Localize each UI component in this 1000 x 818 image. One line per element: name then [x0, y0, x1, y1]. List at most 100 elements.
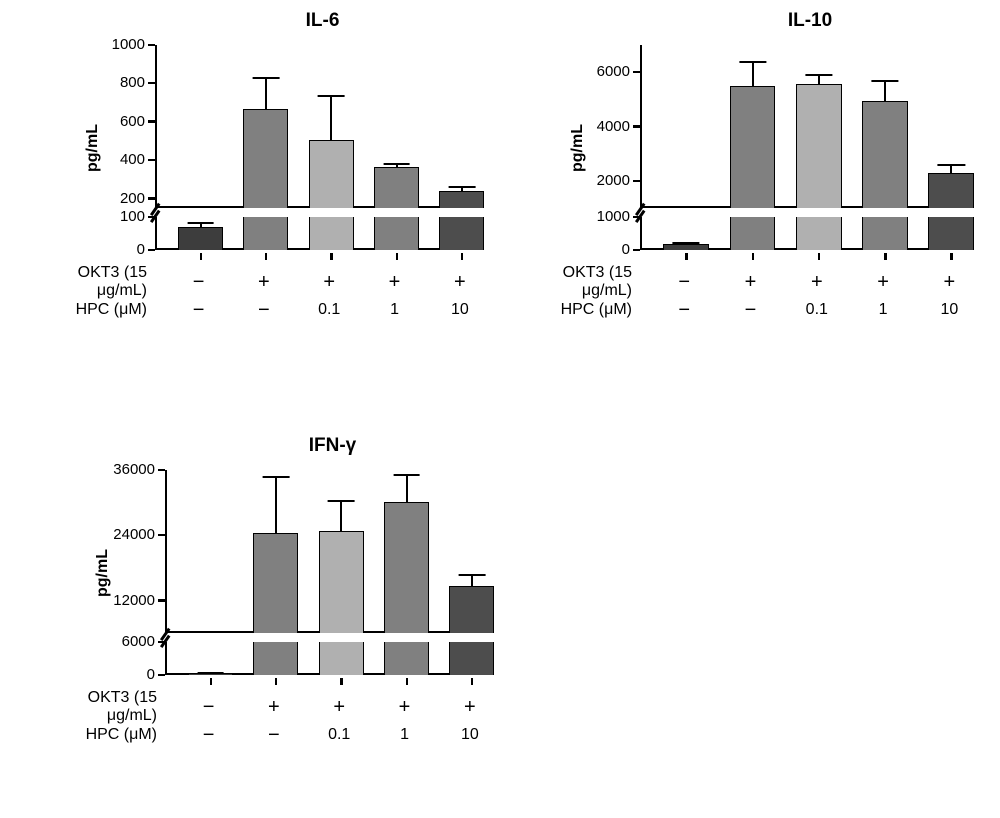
condition-cell: 1	[400, 726, 409, 744]
y-tick-label: 100	[120, 208, 145, 225]
condition-row: HPC (μM)−−0.1110	[40, 721, 500, 749]
y-tick	[148, 120, 155, 123]
x-tick	[818, 253, 821, 260]
bar	[439, 191, 484, 250]
y-tick-label: 24000	[113, 526, 155, 543]
error-bar-cap	[673, 242, 700, 244]
error-bar	[884, 80, 886, 101]
bar-break-mask	[729, 208, 777, 217]
chart-panel-il6: IL-6pg/mL01002004006008001000OKT3 (15 μg…	[40, 10, 490, 355]
condition-label: HPC (μM)	[520, 301, 632, 319]
condition-cell: −	[268, 724, 280, 747]
bar	[796, 84, 842, 250]
error-bar	[210, 672, 212, 673]
error-bar-cap	[872, 80, 899, 82]
condition-cell: +	[323, 271, 335, 294]
x-tick	[884, 253, 887, 260]
condition-cell: 10	[451, 301, 469, 319]
bar	[663, 244, 709, 250]
condition-cell: +	[811, 271, 823, 294]
condition-cell: 10	[461, 726, 479, 744]
condition-row: HPC (μM)−−0.1110	[520, 296, 980, 324]
figure-root: IL-6pg/mL01002004006008001000OKT3 (15 μg…	[0, 0, 1000, 818]
error-bar-cap	[448, 186, 475, 188]
error-bar	[752, 61, 754, 85]
y-tick-label: 2000	[597, 172, 630, 189]
condition-cell: +	[454, 271, 466, 294]
condition-label: HPC (μM)	[40, 726, 157, 744]
condition-cell: −	[745, 299, 757, 322]
error-bar-cap	[197, 672, 224, 674]
bar	[384, 502, 429, 675]
y-tick	[633, 125, 640, 128]
condition-table: OKT3 (15 μg/mL)−++++HPC (μM)−−0.1110	[40, 693, 500, 749]
condition-cell: −	[193, 271, 205, 294]
condition-cell: +	[745, 271, 757, 294]
condition-label: OKT3 (15 μg/mL)	[40, 264, 147, 300]
error-bar-cap	[805, 74, 832, 76]
bar	[374, 167, 419, 250]
y-tick-label: 36000	[113, 461, 155, 478]
condition-table: OKT3 (15 μg/mL)−++++HPC (μM)−−0.1110	[40, 268, 490, 324]
x-tick	[265, 253, 268, 260]
y-tick	[148, 159, 155, 162]
error-bar	[818, 74, 820, 84]
y-tick-label: 800	[120, 74, 145, 91]
y-tick-label: 6000	[597, 63, 630, 80]
y-tick	[158, 469, 165, 472]
bar-break-mask	[448, 633, 495, 642]
condition-cell: −	[203, 696, 215, 719]
bar-break-mask	[308, 208, 355, 217]
y-axis-label: pg/mL	[569, 124, 587, 172]
x-tick	[275, 678, 278, 685]
x-tick	[210, 678, 213, 685]
bar	[862, 101, 908, 250]
y-tick-label: 0	[137, 241, 145, 258]
y-tick	[148, 197, 155, 200]
error-bar	[330, 95, 332, 140]
error-bar	[685, 242, 687, 245]
axis-break-icon	[639, 208, 645, 217]
error-bar-cap	[187, 222, 214, 224]
x-tick	[685, 253, 688, 260]
condition-cell: +	[877, 271, 889, 294]
y-tick-label: 0	[147, 666, 155, 683]
error-bar-cap	[938, 164, 965, 166]
x-tick	[330, 253, 333, 260]
condition-row: HPC (μM)−−0.1110	[40, 296, 490, 324]
y-tick	[158, 599, 165, 602]
bar	[319, 531, 364, 675]
condition-cell: 0.1	[806, 301, 828, 319]
x-tick	[950, 253, 953, 260]
error-bar-cap	[318, 95, 345, 97]
chart-panel-il10: IL-10pg/mL01000200040006000OKT3 (15 μg/m…	[520, 10, 980, 355]
condition-cell: −	[203, 724, 215, 747]
bar-break-mask	[927, 208, 975, 217]
error-bar	[950, 164, 952, 173]
condition-cell: 10	[940, 301, 958, 319]
bar	[178, 227, 223, 250]
error-bar	[340, 500, 342, 532]
condition-label: OKT3 (15 μg/mL)	[520, 264, 632, 300]
plot-area: 06000120002400036000	[165, 470, 500, 675]
x-tick	[752, 253, 755, 260]
error-bar-cap	[393, 474, 420, 476]
y-axis-label: pg/mL	[94, 549, 112, 597]
x-tick	[461, 253, 464, 260]
condition-cell: −	[678, 271, 690, 294]
bar	[449, 586, 494, 675]
bar-break-mask	[795, 208, 843, 217]
condition-cell: −	[193, 299, 205, 322]
error-bar	[200, 222, 202, 227]
condition-cell: +	[944, 271, 956, 294]
y-tick-label: 1000	[112, 36, 145, 53]
y-tick	[633, 180, 640, 183]
y-tick	[633, 71, 640, 74]
error-bar-cap	[252, 77, 279, 79]
condition-label: HPC (μM)	[40, 301, 147, 319]
y-axis-label: pg/mL	[84, 124, 102, 172]
axis-break-icon	[154, 208, 160, 217]
y-tick-label: 600	[120, 113, 145, 130]
error-bar-cap	[383, 163, 410, 165]
x-tick	[471, 678, 474, 685]
